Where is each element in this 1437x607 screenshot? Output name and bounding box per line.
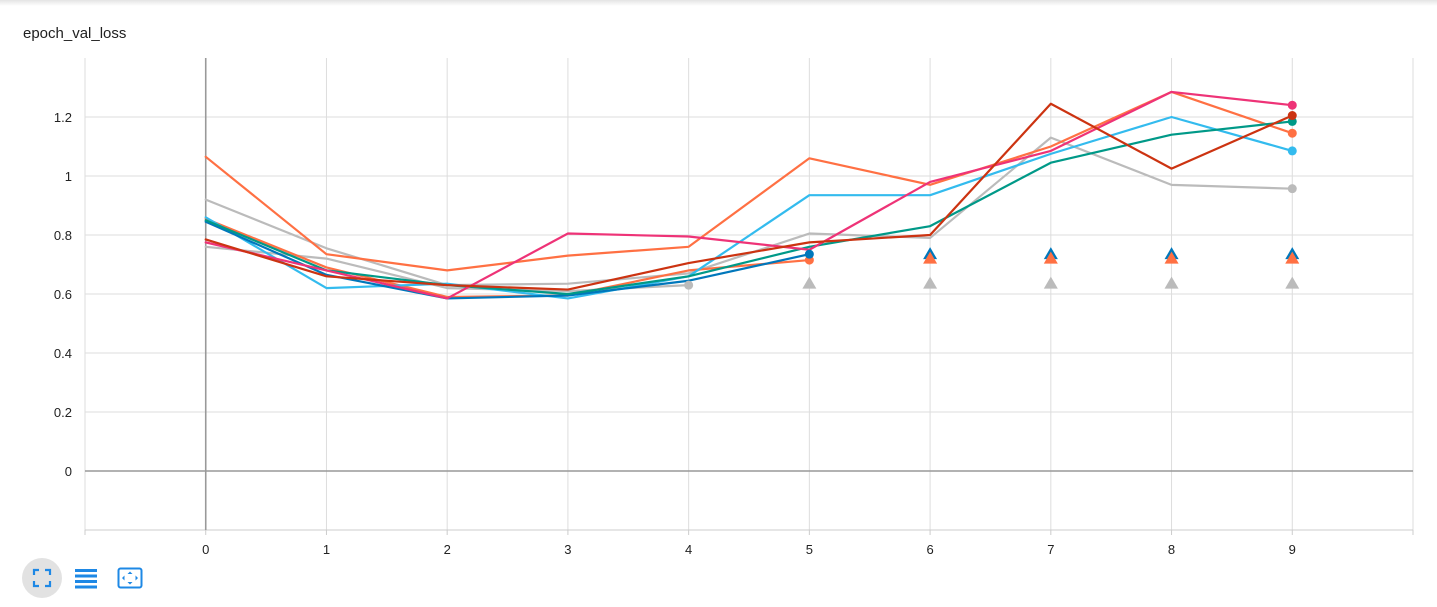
- chart-toolbar: [22, 558, 150, 598]
- series-end-point: [1287, 128, 1297, 138]
- x-tick-label: 0: [202, 542, 209, 557]
- triangle-marker: [1164, 251, 1179, 264]
- y-tick-label: 1: [65, 169, 72, 184]
- y-tick-label: 1.2: [54, 110, 72, 125]
- x-tick-label: 8: [1168, 542, 1175, 557]
- series-line: [204, 120, 1294, 296]
- x-tick-label: 4: [685, 542, 692, 557]
- triangle-marker: [1043, 276, 1058, 289]
- x-axis-ticks: 0 1 2 3 4 5 6 7 8 9: [202, 542, 1296, 557]
- chart-title: epoch_val_loss: [23, 25, 127, 42]
- triangle-marker: [1285, 276, 1300, 289]
- series-markers: [684, 100, 1300, 290]
- series-lines: [204, 90, 1294, 300]
- fit-screen-icon: [117, 567, 143, 589]
- y-tick-label: 0.6: [54, 287, 72, 302]
- chart-axes: [84, 58, 1414, 535]
- line-chart[interactable]: 0 1 2 3 4 5 6 7 8 9 0 0.2 0.4 0.6 0.8 1 1.2: [0, 0, 1437, 560]
- list-lines-icon: [75, 569, 97, 589]
- series-end-point: [1287, 111, 1297, 121]
- triangle-marker: [923, 251, 938, 264]
- series-end-point: [1287, 184, 1297, 194]
- x-tick-label: 5: [806, 542, 813, 557]
- toggle-log-scale-button[interactable]: [66, 558, 106, 598]
- x-tick-label: 9: [1289, 542, 1296, 557]
- fit-to-data-button[interactable]: [110, 558, 150, 598]
- series-line: [204, 90, 1294, 300]
- x-tick-label: 7: [1047, 542, 1054, 557]
- series-line: [204, 90, 1294, 272]
- expand-corners-icon: [32, 568, 52, 588]
- triangle-marker: [1043, 251, 1058, 264]
- series-end-point: [804, 249, 814, 259]
- y-tick-label: 0.8: [54, 228, 72, 243]
- triangle-marker: [923, 276, 938, 289]
- y-axis-ticks: 0 0.2 0.4 0.6 0.8 1 1.2: [54, 110, 72, 479]
- card-top-shadow: [0, 0, 1437, 6]
- series-end-point: [1287, 100, 1297, 110]
- series-line: [204, 102, 1294, 291]
- series-end-point: [684, 280, 694, 290]
- triangle-marker: [1285, 251, 1300, 264]
- series-line: [204, 136, 1294, 287]
- y-tick-label: 0: [65, 464, 72, 479]
- x-tick-label: 2: [444, 542, 451, 557]
- y-tick-label: 0.4: [54, 346, 72, 361]
- fit-domain-button[interactable]: [22, 558, 62, 598]
- x-tick-label: 3: [564, 542, 571, 557]
- y-tick-label: 0.2: [54, 405, 72, 420]
- x-tick-label: 6: [926, 542, 933, 557]
- triangle-marker: [802, 276, 817, 289]
- x-tick-label: 1: [323, 542, 330, 557]
- series-end-point: [1287, 146, 1297, 156]
- triangle-marker: [1164, 276, 1179, 289]
